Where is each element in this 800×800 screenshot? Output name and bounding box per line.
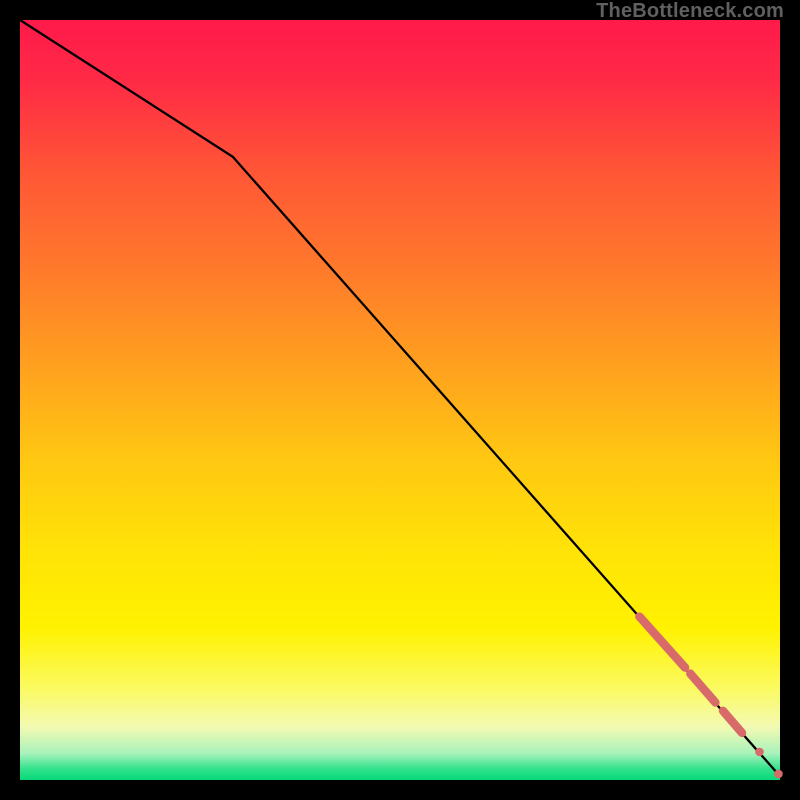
plot-background — [20, 20, 780, 780]
watermark-text: TheBottleneck.com — [596, 0, 784, 23]
chart-svg — [0, 0, 800, 800]
marker-dot — [774, 770, 783, 779]
stage: TheBottleneck.com — [0, 0, 800, 800]
marker-dot — [755, 748, 764, 757]
